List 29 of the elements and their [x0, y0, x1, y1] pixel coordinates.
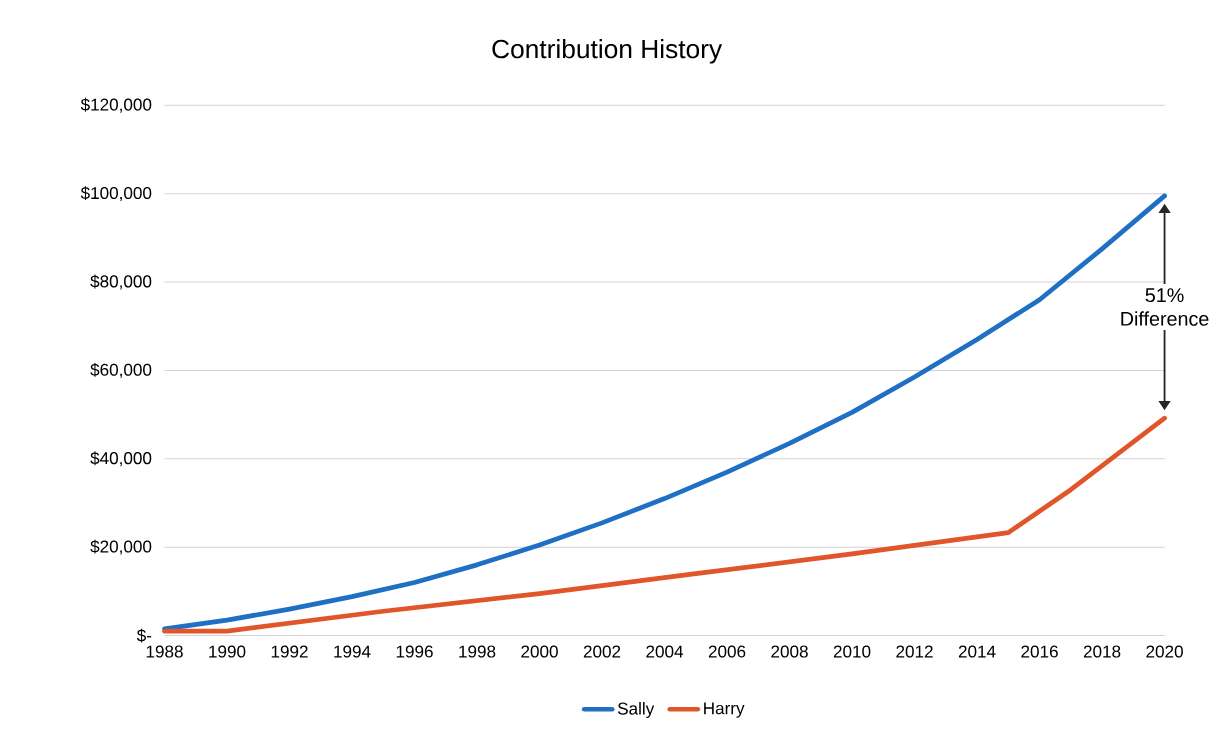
x-tick-label: 2002: [583, 645, 621, 658]
chart-title: Contribution History: [492, 38, 723, 64]
x-tick-label: 2000: [521, 645, 558, 658]
y-tick-label: $60,000: [90, 362, 152, 378]
x-tick-label: 2012: [896, 645, 933, 658]
x-tick-label: 2020: [1146, 645, 1183, 658]
legend-label: Harry: [704, 702, 745, 718]
x-tick-label: 2006: [708, 645, 746, 658]
x-tick-label: 1998: [459, 645, 496, 658]
y-tick-label: $80,000: [90, 274, 152, 290]
x-tick-label: 1988: [146, 645, 183, 658]
x-tick-label: 2014: [958, 645, 996, 658]
x-tick-label: 1996: [396, 645, 433, 658]
x-tick-label: 2018: [1083, 645, 1121, 658]
y-tick-label: $20,000: [90, 539, 152, 555]
y-tick-label: $100,000: [80, 186, 152, 201]
legend-label: Sally: [617, 701, 655, 718]
x-tick-label: 1992: [271, 645, 308, 658]
line-series: [162, 415, 1167, 634]
y-tick-label: $120,000: [80, 97, 152, 113]
x-tick-label: 2004: [646, 645, 684, 658]
x-tick-label: 1994: [334, 645, 371, 658]
x-tick-label: 2010: [833, 645, 871, 658]
x-tick-label: 2016: [1021, 645, 1058, 658]
x-tick-label: 2008: [771, 645, 808, 658]
y-tick-label: $40,000: [90, 451, 152, 467]
x-tick-label: 1990: [209, 645, 246, 658]
y-tick-label: $-: [136, 628, 152, 643]
annotation: 51% Difference: [1121, 288, 1209, 326]
